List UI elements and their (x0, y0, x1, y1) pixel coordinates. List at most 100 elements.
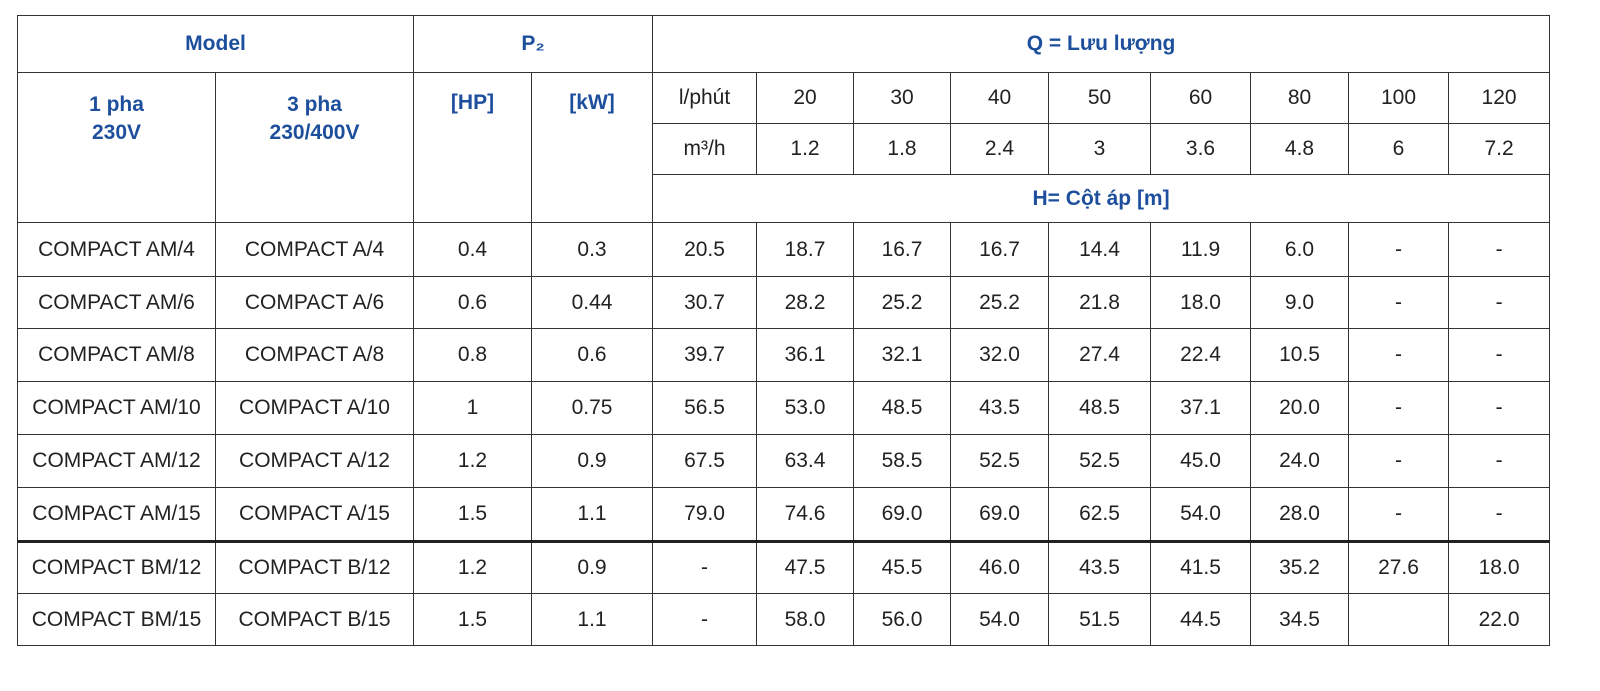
phase1-header-line: 1 pha (89, 93, 144, 116)
table-body: Model P₂ Q = Lưu lượng 1 pha 230V 3 pha 230/40… (16, 15, 1551, 646)
value-cell: 43.5 (950, 381, 1050, 435)
value-cell: 16.7 (853, 222, 952, 277)
value-cell: - (1448, 487, 1551, 542)
value-cell: 0.8 (413, 328, 533, 382)
flow-m3h: 2.4 (950, 123, 1050, 175)
value-cell: 43.5 (1048, 540, 1152, 594)
value-cell: 37.1 (1150, 381, 1252, 435)
model-cell: COMPACT AM/4 (17, 222, 216, 277)
model-cell: COMPACT AM/15 (17, 487, 216, 542)
value-cell: 39.7 (652, 328, 758, 382)
value-cell: 69.0 (950, 487, 1050, 542)
value-cell: - (652, 540, 758, 594)
value-cell: - (652, 593, 758, 646)
table-row: COMPACT AM/4 COMPACT A/4 0.4 0.3 20.5 18.7 16.… (17, 222, 1551, 277)
phase3-header: 3 pha 230/400V (214, 72, 415, 223)
table-row: COMPACT AM/15 COMPACT A/15 1.5 1.1 79.0 74.6 6… (17, 487, 1551, 542)
flow-lpm: 60 (1150, 72, 1252, 124)
model-cell: COMPACT AM/6 (17, 276, 216, 329)
model-cell: COMPACT BM/12 (17, 540, 216, 594)
model-cell: COMPACT A/10 (214, 381, 415, 435)
value-cell: 0.75 (531, 381, 654, 435)
value-cell: 67.5 (652, 434, 758, 488)
value-cell: 22.4 (1150, 328, 1252, 382)
value-cell: - (1348, 434, 1450, 488)
model-cell: COMPACT AM/8 (17, 328, 216, 382)
value-cell: 6.0 (1250, 222, 1350, 277)
value-cell: - (1348, 222, 1450, 277)
flow-m3h: 6 (1348, 123, 1450, 175)
table-row: m³/h 1.2 1.8 2.4 3 3.6 4.8 6 7.2 (18, 123, 1551, 175)
value-cell: - (1348, 328, 1450, 382)
value-cell: 18.0 (1150, 276, 1252, 329)
value-cell: 14.4 (1048, 222, 1152, 277)
flow-m3h: 1.8 (853, 123, 952, 175)
table-row: COMPACT BM/12 COMPACT B/12 1.2 0.9-47.5 45.5… (17, 540, 1551, 594)
flow-unit: l/phút (652, 72, 758, 124)
value-cell: 25.2 (950, 276, 1050, 329)
value-cell (1348, 593, 1450, 646)
model-header: Model (16, 15, 415, 73)
flow-m3h: 3.6 (1150, 123, 1252, 175)
value-cell: 0.9 (531, 434, 654, 488)
flow-lpm: 30 (853, 72, 952, 124)
flow-m3h: 3 (1048, 123, 1152, 175)
value-cell: 32.0 (950, 328, 1050, 382)
table-row: COMPACT AM/8 COMPACT A/8 0.8 0.6 39.7 36.1 32.… (17, 328, 1551, 382)
value-cell: 16.7 (950, 222, 1050, 277)
value-cell: 10.5 (1250, 328, 1350, 382)
value-cell: 21.8 (1048, 276, 1152, 329)
value-cell: 54.0 (950, 593, 1050, 646)
kw-header: [kW] (531, 72, 654, 223)
value-cell: 1.1 (531, 593, 654, 646)
value-cell: - (1348, 487, 1450, 542)
value-cell: 24.0 (1250, 434, 1350, 488)
value-cell: 1.5 (413, 593, 533, 646)
value-cell: - (1448, 434, 1551, 488)
table-row: COMPACT AM/10 COMPACT A/10 1 0.75 56.5 53.0 48… (17, 381, 1551, 435)
value-cell: 28.2 (756, 276, 855, 329)
value-cell: 36.1 (756, 328, 855, 382)
flow-m3h: 4.8 (1250, 123, 1350, 175)
model-cell: COMPACT A/4 (214, 222, 415, 277)
model-cell: COMPACT AM/12 (17, 434, 216, 488)
value-cell: 27.4 (1048, 328, 1152, 382)
value-cell: 0.4 (413, 222, 533, 277)
value-cell: 69.0 (853, 487, 952, 542)
value-cell: 0.9 (531, 540, 654, 594)
phase3-header-line: 230/400V (269, 121, 360, 144)
value-cell: 41.5 (1150, 540, 1252, 594)
flow-lpm: 50 (1048, 72, 1152, 124)
value-cell: 52.5 (950, 434, 1050, 488)
value-cell: 48.5 (853, 381, 952, 435)
value-cell: 0.44 (531, 276, 654, 329)
power-header: P₂ (413, 15, 654, 73)
value-cell: 1.2 (413, 540, 533, 594)
flow-unit: m³/h (652, 123, 758, 175)
hp-header: [HP] (413, 72, 533, 223)
flow-m3h: 1.2 (756, 123, 855, 175)
model-cell: COMPACT A/12 (214, 434, 415, 488)
model-cell: COMPACT AM/10 (17, 381, 216, 435)
value-cell: 30.7 (652, 276, 758, 329)
value-cell: 58.0 (756, 593, 855, 646)
flow-lpm: 120 (1448, 72, 1551, 124)
value-cell: 22.0 (1448, 593, 1551, 646)
value-cell: 63.4 (756, 434, 855, 488)
value-cell: 48.5 (1048, 381, 1152, 435)
value-cell: 20.5 (652, 222, 758, 277)
value-cell: 0.6 (413, 276, 533, 329)
model-cell: COMPACT B/12 (214, 540, 415, 594)
value-cell: 28.0 (1250, 487, 1350, 542)
table-row: COMPACT AM/6 COMPACT A/6 0.6 0.44 30.7 28.2 25… (17, 276, 1551, 329)
value-cell: 1 (413, 381, 533, 435)
value-cell: 1.2 (413, 434, 533, 488)
value-cell: 45.0 (1150, 434, 1252, 488)
value-cell: - (1448, 381, 1551, 435)
value-cell: 11.9 (1150, 222, 1252, 277)
value-cell: 58.5 (853, 434, 952, 488)
value-cell: 18.0 (1448, 540, 1551, 594)
value-cell: - (1448, 328, 1551, 382)
model-cell: COMPACT A/6 (214, 276, 415, 329)
